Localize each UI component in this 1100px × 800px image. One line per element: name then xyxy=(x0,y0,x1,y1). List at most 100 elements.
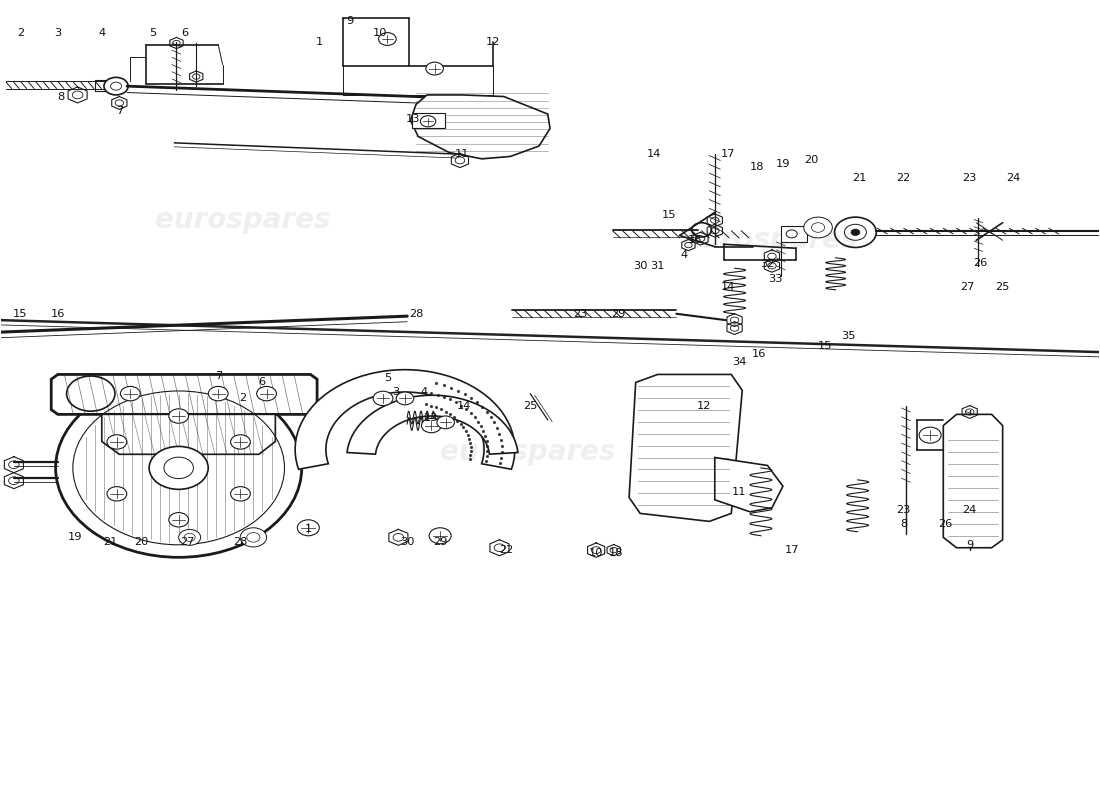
Bar xyxy=(781,226,807,242)
Text: 28: 28 xyxy=(233,537,248,547)
Text: 33: 33 xyxy=(768,274,782,284)
Text: 3: 3 xyxy=(393,387,399,397)
Text: 1: 1 xyxy=(305,524,312,534)
Text: 21: 21 xyxy=(852,173,867,183)
Polygon shape xyxy=(715,458,783,512)
Text: 4: 4 xyxy=(98,28,106,38)
Text: 19: 19 xyxy=(776,159,790,170)
Text: eurospares: eurospares xyxy=(682,226,858,254)
Text: 9: 9 xyxy=(346,16,354,26)
Circle shape xyxy=(429,528,451,544)
Text: 27: 27 xyxy=(960,282,975,291)
Circle shape xyxy=(150,446,208,490)
Text: 4: 4 xyxy=(681,250,688,260)
Text: 25: 25 xyxy=(522,402,538,411)
Circle shape xyxy=(231,486,251,501)
Circle shape xyxy=(297,520,319,536)
Text: 16: 16 xyxy=(51,309,65,318)
Text: eurospares: eurospares xyxy=(155,206,330,234)
Circle shape xyxy=(851,229,860,235)
Text: 24: 24 xyxy=(962,506,977,515)
Circle shape xyxy=(804,217,833,238)
Text: eurospares: eurospares xyxy=(440,438,616,466)
Circle shape xyxy=(256,386,276,401)
Text: 1: 1 xyxy=(316,38,323,47)
Text: 6: 6 xyxy=(258,378,266,387)
Text: 15: 15 xyxy=(13,309,28,318)
Text: 3: 3 xyxy=(54,28,62,38)
Circle shape xyxy=(378,33,396,46)
Text: 35: 35 xyxy=(842,331,856,341)
Text: 26: 26 xyxy=(974,258,988,268)
Text: 11: 11 xyxy=(455,149,470,159)
Text: 15: 15 xyxy=(817,341,832,350)
Circle shape xyxy=(208,386,228,401)
Text: 13: 13 xyxy=(406,114,420,124)
Text: 23: 23 xyxy=(962,173,977,183)
Circle shape xyxy=(373,391,393,406)
Text: 16: 16 xyxy=(751,349,766,358)
Circle shape xyxy=(56,378,301,558)
Polygon shape xyxy=(295,370,515,470)
Text: 12: 12 xyxy=(696,402,711,411)
Text: 8: 8 xyxy=(57,91,65,102)
Text: 7: 7 xyxy=(214,371,222,381)
Bar xyxy=(411,114,444,129)
Circle shape xyxy=(421,418,441,433)
Text: 2: 2 xyxy=(16,28,24,38)
Text: 30: 30 xyxy=(632,261,647,271)
Text: 17: 17 xyxy=(784,545,799,555)
Circle shape xyxy=(168,409,188,423)
Circle shape xyxy=(420,116,436,127)
Text: 8: 8 xyxy=(900,518,908,529)
Text: 5: 5 xyxy=(148,28,156,38)
Text: 5: 5 xyxy=(384,373,390,382)
Text: 22: 22 xyxy=(499,545,514,555)
Text: 2: 2 xyxy=(239,394,246,403)
Text: 22: 22 xyxy=(896,173,911,183)
Text: 23: 23 xyxy=(573,309,587,318)
Text: 20: 20 xyxy=(804,155,818,166)
Text: 29: 29 xyxy=(610,309,625,318)
Text: 10: 10 xyxy=(588,548,604,558)
Text: 19: 19 xyxy=(68,532,82,542)
Circle shape xyxy=(426,62,443,75)
Text: 21: 21 xyxy=(103,537,118,547)
Text: 14: 14 xyxy=(647,149,661,159)
Text: 32: 32 xyxy=(760,259,774,270)
Text: 15: 15 xyxy=(661,210,675,220)
Circle shape xyxy=(437,416,454,429)
Text: 20: 20 xyxy=(134,537,148,547)
Polygon shape xyxy=(102,414,275,454)
Polygon shape xyxy=(52,374,317,414)
Text: 16: 16 xyxy=(688,235,702,246)
Text: 27: 27 xyxy=(180,537,195,547)
Text: 13: 13 xyxy=(425,413,439,422)
Text: 31: 31 xyxy=(650,261,664,271)
Circle shape xyxy=(107,486,126,501)
Text: 12: 12 xyxy=(486,38,500,47)
Polygon shape xyxy=(346,395,518,454)
Text: 29: 29 xyxy=(433,537,448,547)
Text: 14: 14 xyxy=(458,402,472,411)
Text: 18: 18 xyxy=(749,162,763,172)
Circle shape xyxy=(168,513,188,527)
Circle shape xyxy=(920,427,942,443)
Text: 18: 18 xyxy=(608,548,624,558)
Text: 6: 6 xyxy=(182,28,189,38)
Text: 10: 10 xyxy=(373,28,387,38)
Polygon shape xyxy=(410,95,550,159)
Circle shape xyxy=(240,528,266,547)
Circle shape xyxy=(107,434,126,449)
Text: 11: 11 xyxy=(732,487,746,497)
Text: 4: 4 xyxy=(420,387,427,397)
Text: 34: 34 xyxy=(732,357,746,366)
Text: 17: 17 xyxy=(720,149,735,159)
Text: 23: 23 xyxy=(896,506,911,515)
Text: 28: 28 xyxy=(409,309,424,318)
Text: 24: 24 xyxy=(1006,173,1021,183)
Text: 9: 9 xyxy=(966,540,974,550)
Circle shape xyxy=(178,530,200,546)
Text: 30: 30 xyxy=(400,537,415,547)
Text: 14: 14 xyxy=(720,282,735,291)
